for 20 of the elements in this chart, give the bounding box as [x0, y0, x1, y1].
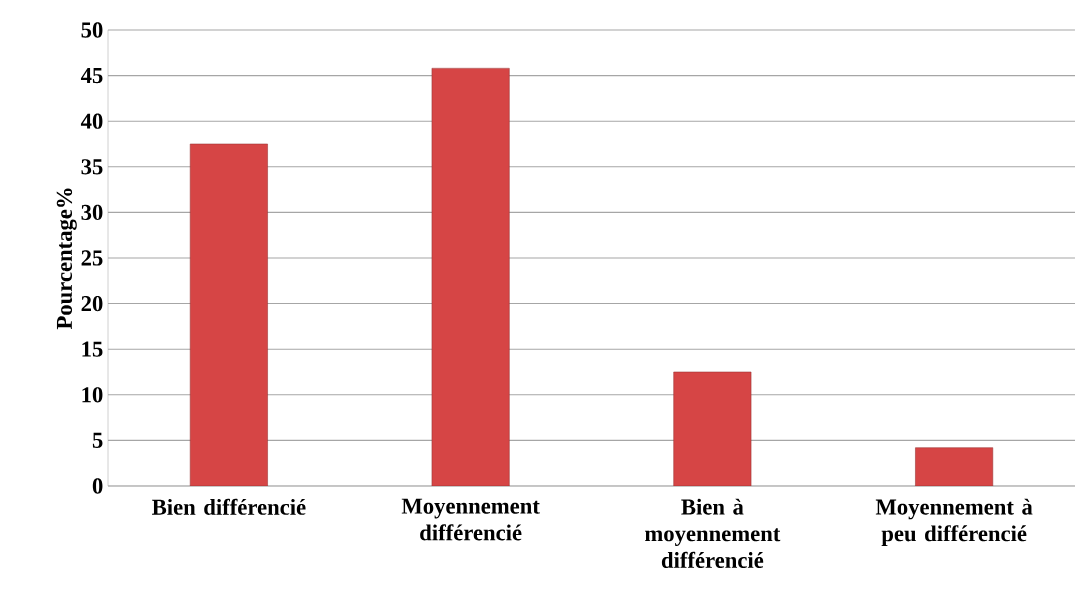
bar	[673, 371, 752, 486]
x-tick-label: Moyennement différencié	[401, 498, 540, 541]
x-tick-label: Bien à moyennement différencié	[645, 498, 781, 569]
y-tick-label: 50	[81, 22, 103, 38]
y-axis-title: Pourcentage%	[56, 188, 77, 330]
y-tick-label: 20	[81, 295, 103, 312]
y-tick-label: 45	[80, 68, 103, 84]
bar	[915, 447, 994, 486]
y-tick-label: 35	[81, 159, 103, 175]
bar	[431, 68, 510, 486]
y-tick-label: 5	[92, 432, 103, 448]
x-tick-label: Bien différencié	[152, 498, 306, 515]
y-tick-label: 15	[82, 341, 103, 357]
x-tick-label: Moyennement à peu différencié	[875, 498, 1033, 546]
y-tick-label: 10	[82, 387, 103, 403]
y-tick-label: 0	[92, 478, 103, 494]
y-tick-label: 30	[81, 204, 103, 221]
y-tick-label: 40	[80, 113, 103, 129]
bar	[189, 143, 268, 486]
y-tick-label: 25	[81, 250, 103, 266]
